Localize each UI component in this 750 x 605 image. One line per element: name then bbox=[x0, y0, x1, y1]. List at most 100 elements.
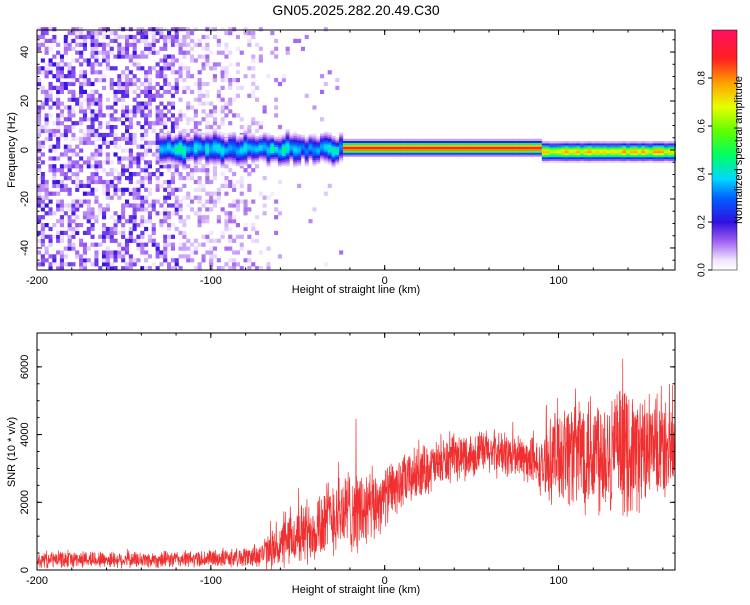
spectrogram-noise-cell bbox=[40, 160, 45, 165]
spectrogram-signal-cell bbox=[285, 129, 290, 132]
spectrogram-noise-cell bbox=[224, 246, 229, 251]
spectrogram-signal-cell bbox=[660, 141, 665, 144]
spectrogram-noise-cell bbox=[258, 27, 263, 32]
spectrogram-noise-cell bbox=[75, 97, 80, 102]
spectrogram-signal-cell bbox=[262, 134, 267, 137]
spectrogram-signal-cell bbox=[358, 148, 363, 151]
spectrogram-signal-cell bbox=[576, 160, 581, 164]
spectrogram-signal-cell bbox=[446, 144, 451, 147]
spectrogram-signal-cell bbox=[423, 140, 428, 143]
spectrogram-signal-cell bbox=[511, 148, 516, 151]
spectrogram-signal-cell bbox=[633, 145, 638, 148]
spectrogram-noise-cell bbox=[128, 191, 133, 196]
spectrogram-noise-cell bbox=[105, 144, 110, 149]
spectrogram-signal-cell bbox=[358, 154, 363, 157]
spectrogram-signal-cell bbox=[610, 147, 615, 150]
spectrogram-noise-cell bbox=[147, 97, 152, 102]
spectrogram-noise-cell bbox=[37, 46, 42, 51]
spectrogram-signal-cell bbox=[622, 143, 627, 146]
spectrogram-noise-cell bbox=[105, 250, 110, 255]
spectrogram-noise-cell bbox=[174, 38, 179, 43]
spectrogram-noise-cell bbox=[128, 81, 133, 87]
spectrogram-noise-cell bbox=[44, 195, 49, 200]
spectrogram-noise-cell bbox=[105, 266, 110, 271]
spectrogram-signal-cell bbox=[518, 144, 523, 147]
spectrogram-signal-cell bbox=[610, 145, 615, 148]
spectrogram-noise-cell bbox=[167, 62, 172, 67]
spectrogram-noise-cell bbox=[174, 125, 179, 130]
spectrogram-signal-cell bbox=[599, 151, 604, 154]
spectrogram-noise-cell bbox=[163, 195, 168, 200]
spectrogram-noise-cell bbox=[155, 242, 160, 247]
spectrogram-noise-cell bbox=[90, 50, 95, 55]
spectrogram-signal-cell bbox=[400, 152, 405, 155]
spectrogram-signal-cell bbox=[557, 152, 562, 156]
spectrogram-signal-cell bbox=[561, 149, 566, 152]
spectrogram-noise-cell bbox=[71, 203, 76, 208]
spectrogram-noise-cell bbox=[128, 160, 133, 165]
spectrogram-signal-cell bbox=[220, 140, 225, 143]
spectrogram-noise-cell bbox=[94, 46, 99, 51]
spectrogram-noise-cell bbox=[79, 50, 84, 55]
spectrogram-signal-cell bbox=[343, 138, 348, 141]
spectrogram-noise-cell bbox=[132, 62, 137, 67]
spectrogram-noise-cell bbox=[151, 50, 156, 55]
spectrogram-noise-cell bbox=[128, 262, 133, 267]
spectrogram-signal-cell bbox=[178, 156, 183, 159]
spectrogram-noise-cell bbox=[205, 46, 210, 51]
spectrogram-signal-cell bbox=[476, 146, 481, 149]
spectrogram-signal-cell bbox=[465, 144, 470, 147]
spectrogram-noise-cell bbox=[44, 117, 49, 122]
spectrogram-noise-cell bbox=[40, 203, 45, 208]
spectrogram-noise-cell bbox=[98, 121, 103, 126]
spectrogram-noise-cell bbox=[48, 113, 53, 118]
spectrogram-noise-cell bbox=[128, 54, 133, 59]
spectrogram-noise-cell bbox=[178, 199, 183, 204]
spectrogram-noise-cell bbox=[59, 109, 64, 114]
spectrogram-noise-cell bbox=[71, 109, 76, 114]
spectrogram-signal-cell bbox=[178, 134, 183, 137]
spectrogram-noise-cell bbox=[170, 34, 175, 40]
spectrogram-noise-cell bbox=[40, 101, 45, 106]
spectrogram-signal-cell bbox=[312, 153, 317, 156]
spectrogram-signal-cell bbox=[583, 158, 588, 162]
spectrogram-signal-cell bbox=[606, 158, 611, 162]
spectrogram-signal-cell bbox=[541, 152, 546, 156]
spectrogram-signal-cell bbox=[235, 150, 240, 153]
spectrogram-noise-cell bbox=[163, 246, 168, 251]
spectrogram-signal-cell bbox=[205, 131, 210, 134]
spectrogram-signal-cell bbox=[465, 138, 470, 141]
spectrogram-noise-cell bbox=[224, 176, 229, 181]
spectrogram-signal-cell bbox=[629, 143, 634, 146]
spectrogram-noise-cell bbox=[86, 179, 91, 185]
spectrogram-noise-cell bbox=[140, 168, 145, 173]
spectrogram-signal-cell bbox=[648, 154, 653, 158]
spectrogram-noise-cell bbox=[82, 246, 87, 251]
spectrogram-noise-cell bbox=[94, 109, 99, 114]
spectrogram-signal-cell bbox=[385, 148, 390, 151]
spectrogram-noise-cell bbox=[220, 85, 225, 90]
spectrogram-noise-cell bbox=[147, 164, 152, 169]
spectrogram-noise-cell bbox=[159, 27, 164, 32]
spectrogram-noise-cell bbox=[117, 195, 122, 200]
spectrogram-noise-cell bbox=[136, 223, 141, 228]
spectrogram-signal-cell bbox=[220, 138, 225, 141]
spectrogram-noise-cell bbox=[79, 74, 84, 79]
spectrogram-signal-cell bbox=[182, 155, 187, 158]
spectrogram-signal-cell bbox=[411, 140, 416, 143]
spectrogram-signal-cell bbox=[270, 135, 275, 138]
spectrogram-noise-cell bbox=[167, 109, 172, 114]
spectrogram-noise-cell bbox=[75, 164, 80, 169]
spectrogram-signal-cell bbox=[645, 160, 650, 164]
spectrogram-noise-cell bbox=[59, 187, 64, 192]
spectrogram-noise-cell bbox=[170, 242, 175, 247]
spectrogram-noise-cell bbox=[147, 27, 152, 32]
spectrogram-signal-cell bbox=[327, 134, 332, 137]
spectrogram-signal-cell bbox=[339, 159, 344, 163]
spectrogram-signal-cell bbox=[442, 154, 447, 157]
spectrogram-signal-cell bbox=[277, 146, 282, 149]
spectrogram-noise-cell bbox=[121, 234, 126, 239]
spectrogram-noise-cell bbox=[113, 38, 118, 43]
spectrogram-noise-cell bbox=[136, 121, 141, 126]
spectrogram-noise-cell bbox=[163, 89, 168, 94]
